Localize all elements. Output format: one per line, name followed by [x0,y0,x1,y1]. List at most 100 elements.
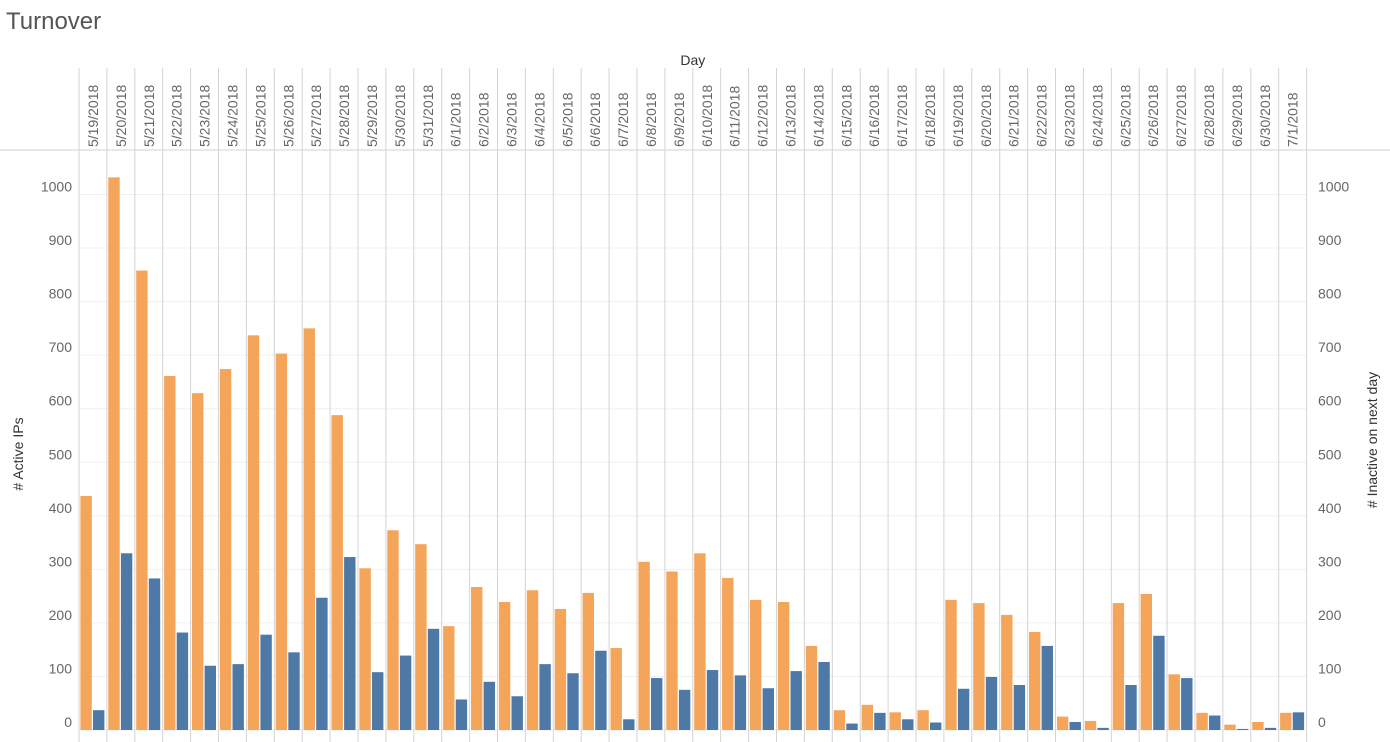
y-tick-label-right: 800 [1318,286,1342,302]
bar-inactive-next-day [260,634,272,730]
bar-inactive-next-day [93,710,105,730]
bar-active-ips [554,608,567,730]
bar-active-ips [471,587,483,730]
bar-inactive-next-day [232,664,244,730]
bar-active-ips [136,270,148,730]
bar-inactive-next-day [316,597,328,730]
date-label: 6/20/2018 [978,85,994,147]
bar-inactive-next-day [1125,685,1137,730]
y-tick-label-left: 1000 [41,179,72,195]
bar-inactive-next-day [1013,685,1026,730]
bar-inactive-next-day [288,652,300,730]
date-label: 6/9/2018 [671,92,687,147]
date-label: 6/1/2018 [448,92,464,147]
bar-inactive-next-day [1292,712,1305,730]
bar-active-ips [219,369,232,730]
date-label: 6/6/2018 [587,92,603,147]
bar-active-ips [694,553,706,730]
y-tick-label-right: 400 [1318,500,1342,516]
bar-active-ips [108,177,120,730]
y-tick-label-left: 700 [49,339,73,355]
bar-inactive-next-day [623,719,635,730]
bar-active-ips [750,599,762,730]
bar-inactive-next-day [399,655,412,730]
y-tick-label-right: 0 [1318,714,1326,730]
bar-inactive-next-day [1181,678,1193,730]
bar-active-ips [526,590,539,730]
bar-inactive-next-day [1264,727,1277,730]
bar-inactive-next-day [567,673,579,730]
date-label: 5/19/2018 [85,85,101,147]
bar-inactive-next-day [344,557,356,730]
date-label: 6/13/2018 [782,85,798,147]
bar-active-ips [331,415,343,730]
date-label: 5/24/2018 [224,85,240,147]
bar-inactive-next-day [846,723,858,730]
y-tick-label-left: 500 [49,446,73,462]
bar-active-ips [582,592,594,730]
bar-active-ips [359,568,371,730]
bar-inactive-next-day [818,661,830,730]
date-label: 5/22/2018 [169,85,185,147]
bar-active-ips [666,571,678,730]
bar-active-ips [889,712,901,730]
bar-active-ips [805,645,818,730]
bar-inactive-next-day [176,632,189,730]
bar-inactive-next-day [957,688,970,730]
bar-active-ips [443,626,455,730]
bar-active-ips [861,704,873,730]
date-label: 5/21/2018 [141,85,157,147]
date-label: 6/22/2018 [1034,85,1050,147]
date-label: 6/28/2018 [1201,85,1217,147]
bar-active-ips [1084,720,1097,730]
bar-active-ips [610,648,622,730]
bar-active-ips [777,602,790,730]
bar-active-ips [387,530,399,730]
date-label: 6/26/2018 [1145,85,1161,147]
bar-active-ips [638,561,650,730]
bar-active-ips [1029,632,1041,730]
y-tick-label-left: 900 [49,232,73,248]
date-label: 5/23/2018 [197,85,213,147]
bar-active-ips [1168,674,1180,730]
y-tick-label-left: 0 [64,714,72,730]
bar-inactive-next-day [762,688,774,730]
bar-inactive-next-day [985,676,998,730]
date-label: 6/25/2018 [1117,85,1133,147]
date-label: 6/5/2018 [559,92,575,147]
date-label: 6/11/2018 [727,86,743,147]
date-label: 6/24/2018 [1089,85,1105,147]
date-label: 6/7/2018 [615,92,631,147]
bar-active-ips [247,335,260,730]
bar-active-ips [275,353,288,730]
bar-inactive-next-day [372,672,384,730]
bar-active-ips [1001,614,1013,730]
bar-active-ips [1252,721,1264,730]
bar-active-ips [1224,724,1236,730]
y-tick-label-right: 1000 [1318,179,1349,195]
date-label: 5/29/2018 [364,85,380,147]
chart-title: Turnover [6,8,102,35]
y-axis-title-right: # Inactive on next day [1364,372,1380,508]
bar-inactive-next-day [790,671,802,730]
date-label: 6/8/2018 [643,92,659,147]
bar-active-ips [498,602,511,730]
bar-active-ips [1056,716,1069,730]
bar-inactive-next-day [651,678,663,730]
bar-active-ips [164,376,176,730]
y-tick-label-right: 900 [1318,232,1342,248]
bar-inactive-next-day [511,696,523,730]
y-axis-title-left: # Active IPs [10,417,26,490]
date-label: 6/21/2018 [1006,85,1022,147]
y-tick-label-right: 500 [1318,446,1342,462]
bar-inactive-next-day [678,689,691,730]
y-tick-label-left: 300 [49,553,73,569]
bar-inactive-next-day [120,553,133,730]
date-label: 5/20/2018 [113,85,129,147]
bar-active-ips [1112,603,1125,730]
bar-active-ips [303,328,315,730]
date-label: 5/30/2018 [392,85,408,147]
date-label: 5/27/2018 [308,85,324,147]
bar-active-ips [1140,593,1152,730]
